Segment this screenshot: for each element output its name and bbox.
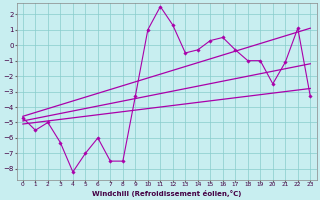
X-axis label: Windchill (Refroidissement éolien,°C): Windchill (Refroidissement éolien,°C) xyxy=(92,190,241,197)
